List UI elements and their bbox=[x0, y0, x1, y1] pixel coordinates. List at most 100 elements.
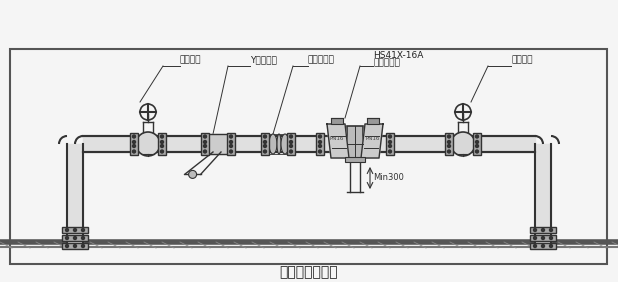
Circle shape bbox=[74, 244, 77, 248]
Circle shape bbox=[66, 244, 69, 248]
Text: PN16: PN16 bbox=[366, 135, 380, 140]
Circle shape bbox=[533, 228, 536, 232]
Text: 橡胶软接头: 橡胶软接头 bbox=[308, 55, 335, 64]
Circle shape bbox=[389, 150, 391, 153]
Bar bbox=[130, 133, 138, 155]
Text: PN16: PN16 bbox=[330, 135, 344, 140]
Circle shape bbox=[203, 135, 206, 138]
Bar bbox=[535, 144, 551, 242]
Circle shape bbox=[82, 228, 85, 232]
Polygon shape bbox=[205, 134, 231, 154]
Circle shape bbox=[475, 150, 478, 153]
Circle shape bbox=[289, 150, 292, 153]
Circle shape bbox=[549, 244, 552, 248]
Bar bbox=[261, 133, 269, 155]
Circle shape bbox=[318, 144, 321, 147]
Ellipse shape bbox=[281, 134, 289, 154]
Circle shape bbox=[263, 150, 266, 153]
Bar bbox=[287, 133, 295, 155]
Circle shape bbox=[447, 135, 451, 138]
Circle shape bbox=[161, 140, 164, 144]
Text: （室外安装图）: （室外安装图） bbox=[280, 265, 338, 279]
Bar bbox=[227, 133, 235, 155]
Circle shape bbox=[229, 135, 232, 138]
Circle shape bbox=[475, 144, 478, 147]
Circle shape bbox=[289, 144, 292, 147]
Circle shape bbox=[132, 140, 135, 144]
Circle shape bbox=[161, 135, 164, 138]
Circle shape bbox=[447, 144, 451, 147]
Bar bbox=[386, 133, 394, 155]
Circle shape bbox=[533, 244, 536, 248]
Circle shape bbox=[289, 140, 292, 144]
Circle shape bbox=[74, 237, 77, 239]
Bar bbox=[331, 118, 343, 124]
Circle shape bbox=[318, 135, 321, 138]
Circle shape bbox=[188, 170, 197, 179]
Circle shape bbox=[263, 140, 266, 144]
Text: Min300: Min300 bbox=[373, 173, 404, 182]
Circle shape bbox=[389, 135, 391, 138]
Bar bbox=[62, 243, 88, 249]
Circle shape bbox=[533, 237, 536, 239]
Text: 防污隔断阀: 防污隔断阀 bbox=[373, 58, 400, 67]
Circle shape bbox=[447, 150, 451, 153]
Bar bbox=[445, 133, 453, 155]
Circle shape bbox=[132, 144, 135, 147]
Circle shape bbox=[541, 237, 544, 239]
Circle shape bbox=[66, 228, 69, 232]
Circle shape bbox=[289, 135, 292, 138]
Bar bbox=[201, 133, 209, 155]
Text: Y型过滤器: Y型过滤器 bbox=[250, 55, 277, 64]
Text: 出口闸阀: 出口闸阀 bbox=[511, 55, 533, 64]
Circle shape bbox=[541, 228, 544, 232]
Circle shape bbox=[475, 135, 478, 138]
Bar bbox=[83, 136, 535, 152]
Ellipse shape bbox=[269, 134, 277, 154]
Circle shape bbox=[541, 244, 544, 248]
Circle shape bbox=[136, 132, 160, 156]
Circle shape bbox=[82, 237, 85, 239]
Circle shape bbox=[161, 144, 164, 147]
Bar bbox=[367, 118, 379, 124]
Bar bbox=[62, 227, 88, 233]
Circle shape bbox=[447, 140, 451, 144]
Bar bbox=[10, 49, 607, 264]
Circle shape bbox=[318, 140, 321, 144]
Circle shape bbox=[475, 140, 478, 144]
Bar bbox=[316, 133, 324, 155]
Circle shape bbox=[203, 140, 206, 144]
Bar bbox=[473, 133, 481, 155]
Circle shape bbox=[132, 150, 135, 153]
Circle shape bbox=[549, 228, 552, 232]
Circle shape bbox=[389, 140, 391, 144]
Circle shape bbox=[318, 150, 321, 153]
Circle shape bbox=[161, 150, 164, 153]
Circle shape bbox=[451, 132, 475, 156]
Bar bbox=[530, 235, 556, 241]
Bar bbox=[347, 126, 363, 162]
Polygon shape bbox=[361, 124, 383, 158]
Bar bbox=[530, 227, 556, 233]
Circle shape bbox=[203, 144, 206, 147]
Circle shape bbox=[132, 135, 135, 138]
Circle shape bbox=[203, 150, 206, 153]
Bar bbox=[67, 144, 83, 242]
Bar bbox=[530, 243, 556, 249]
Circle shape bbox=[229, 150, 232, 153]
Circle shape bbox=[549, 237, 552, 239]
Text: HS41X-16A: HS41X-16A bbox=[373, 51, 423, 60]
Circle shape bbox=[82, 244, 85, 248]
Polygon shape bbox=[327, 124, 349, 158]
Circle shape bbox=[66, 237, 69, 239]
Bar bbox=[345, 157, 365, 162]
Ellipse shape bbox=[277, 134, 281, 154]
Circle shape bbox=[263, 135, 266, 138]
Bar bbox=[62, 235, 88, 241]
Circle shape bbox=[74, 228, 77, 232]
Circle shape bbox=[263, 144, 266, 147]
Text: 进口闸阀: 进口闸阀 bbox=[180, 55, 201, 64]
Circle shape bbox=[389, 144, 391, 147]
Circle shape bbox=[229, 144, 232, 147]
Bar bbox=[158, 133, 166, 155]
